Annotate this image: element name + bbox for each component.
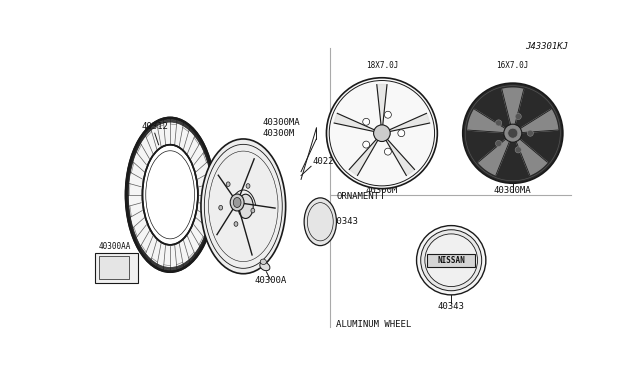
Text: 40312: 40312: [141, 122, 168, 131]
Circle shape: [385, 148, 392, 155]
Polygon shape: [478, 133, 513, 175]
Circle shape: [417, 225, 486, 295]
Ellipse shape: [304, 198, 337, 246]
Text: 40300AA: 40300AA: [99, 242, 131, 251]
Polygon shape: [502, 88, 524, 133]
Ellipse shape: [201, 139, 285, 274]
FancyBboxPatch shape: [427, 254, 476, 267]
Polygon shape: [377, 84, 387, 133]
Circle shape: [495, 120, 502, 126]
Ellipse shape: [260, 262, 270, 271]
Text: 40300M: 40300M: [366, 186, 398, 195]
Polygon shape: [513, 133, 547, 175]
Text: 40300A: 40300A: [254, 276, 286, 285]
Circle shape: [385, 111, 392, 118]
Text: 40343: 40343: [332, 217, 359, 226]
Text: 40343: 40343: [438, 302, 465, 311]
Ellipse shape: [238, 194, 253, 218]
Text: 40300MA: 40300MA: [262, 118, 300, 127]
Bar: [95, 253, 138, 283]
Circle shape: [398, 130, 404, 137]
Ellipse shape: [234, 222, 238, 226]
Circle shape: [527, 130, 533, 136]
Ellipse shape: [226, 182, 230, 186]
Text: 16X7.0J: 16X7.0J: [497, 61, 529, 70]
Circle shape: [420, 230, 482, 291]
Ellipse shape: [246, 184, 250, 188]
Bar: [99, 256, 129, 279]
Circle shape: [463, 83, 563, 183]
Polygon shape: [468, 109, 513, 133]
Circle shape: [425, 234, 477, 286]
Text: 40224: 40224: [312, 157, 339, 166]
Text: J43301KJ: J43301KJ: [525, 42, 568, 51]
Ellipse shape: [126, 118, 214, 272]
Text: ORNAMENT: ORNAMENT: [337, 192, 380, 202]
Text: 18X7.0J: 18X7.0J: [365, 61, 398, 70]
Circle shape: [515, 113, 522, 120]
Text: 40300MA: 40300MA: [494, 186, 532, 195]
Text: 40300M: 40300M: [262, 128, 295, 138]
Circle shape: [495, 140, 502, 147]
Circle shape: [326, 78, 437, 189]
Ellipse shape: [260, 259, 266, 264]
Polygon shape: [349, 133, 382, 176]
Text: ALUMINUM WHEEL: ALUMINUM WHEEL: [337, 320, 412, 329]
Circle shape: [363, 118, 370, 125]
Ellipse shape: [234, 198, 241, 208]
Polygon shape: [334, 113, 382, 133]
Circle shape: [508, 128, 518, 138]
Polygon shape: [382, 133, 415, 176]
Polygon shape: [382, 113, 429, 133]
Ellipse shape: [219, 205, 223, 210]
Polygon shape: [513, 109, 557, 133]
Ellipse shape: [230, 194, 244, 211]
Text: NISSAN: NISSAN: [437, 256, 465, 265]
Circle shape: [504, 124, 522, 142]
Circle shape: [363, 141, 370, 148]
Circle shape: [515, 147, 522, 153]
Ellipse shape: [143, 145, 198, 245]
Ellipse shape: [251, 208, 255, 213]
Circle shape: [374, 125, 390, 141]
